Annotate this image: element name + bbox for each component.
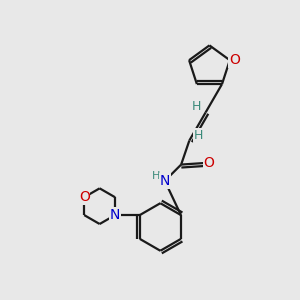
Text: N: N [110, 208, 120, 222]
Text: H: H [194, 129, 203, 142]
Text: O: O [229, 53, 240, 67]
Text: N: N [160, 174, 170, 188]
Text: O: O [203, 156, 214, 170]
Text: H: H [152, 172, 160, 182]
Text: H: H [192, 100, 201, 113]
Text: O: O [79, 190, 90, 204]
